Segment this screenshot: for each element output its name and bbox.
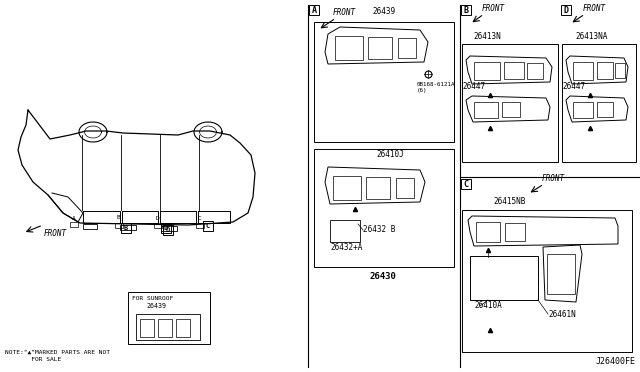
Polygon shape — [466, 96, 550, 122]
Text: FOR SUNROOF: FOR SUNROOF — [132, 296, 173, 301]
Bar — [398, 38, 416, 58]
Polygon shape — [325, 167, 425, 204]
Text: 26432+A: 26432+A — [330, 243, 362, 252]
Bar — [335, 36, 363, 60]
Polygon shape — [543, 245, 582, 302]
Bar — [573, 62, 593, 80]
Text: A: A — [72, 215, 76, 221]
Bar — [547, 254, 575, 294]
Text: D: D — [156, 215, 160, 221]
Bar — [136, 314, 200, 340]
Text: B: B — [463, 6, 468, 15]
Bar — [203, 221, 213, 231]
Bar — [462, 44, 558, 162]
Text: A: A — [312, 6, 317, 15]
Text: 0B168-6121A
(6): 0B168-6121A (6) — [417, 82, 456, 93]
Bar — [196, 223, 204, 228]
Bar — [70, 222, 78, 227]
Bar — [527, 63, 543, 79]
Bar — [470, 256, 538, 300]
Bar — [476, 222, 500, 242]
Text: D: D — [563, 6, 568, 15]
Text: FRONT: FRONT — [583, 4, 606, 13]
Bar — [83, 224, 97, 229]
Text: B: B — [124, 225, 128, 231]
Bar — [368, 37, 392, 59]
Bar — [333, 176, 361, 200]
Bar — [502, 102, 520, 117]
Bar — [562, 44, 636, 162]
Text: FRONT: FRONT — [542, 174, 565, 183]
Text: FRONT: FRONT — [44, 228, 67, 237]
Bar — [561, 5, 571, 15]
Bar — [462, 210, 632, 352]
Text: C: C — [206, 223, 210, 229]
Text: D: D — [166, 227, 170, 233]
Text: 26415NB: 26415NB — [493, 197, 525, 206]
Text: NOTE:"▲"MARKED PARTS ARE NOT
       FOR SALE: NOTE:"▲"MARKED PARTS ARE NOT FOR SALE — [5, 350, 110, 362]
Bar — [314, 149, 454, 267]
Text: 26430: 26430 — [369, 272, 396, 281]
Bar — [474, 62, 500, 80]
Polygon shape — [468, 216, 618, 246]
Bar — [474, 102, 498, 118]
Bar — [504, 62, 524, 79]
Polygon shape — [566, 96, 628, 122]
Text: 26439: 26439 — [372, 7, 395, 16]
Bar — [615, 63, 625, 78]
Text: D: D — [164, 225, 168, 231]
Bar — [158, 319, 172, 337]
Bar — [597, 102, 613, 117]
Polygon shape — [566, 56, 628, 84]
Text: 26410J: 26410J — [376, 150, 404, 159]
Bar — [396, 178, 414, 198]
Text: 26461N: 26461N — [548, 310, 576, 319]
Polygon shape — [466, 56, 552, 84]
Text: 26447: 26447 — [462, 82, 485, 91]
Text: FRONT: FRONT — [482, 4, 505, 13]
Bar — [505, 223, 525, 241]
Text: B: B — [116, 215, 120, 219]
Bar — [121, 223, 131, 233]
Bar — [120, 225, 136, 230]
Bar — [330, 220, 360, 242]
Text: 26432 B: 26432 B — [363, 225, 396, 234]
Bar — [176, 319, 190, 337]
Text: 26447: 26447 — [562, 82, 585, 91]
Bar — [573, 102, 593, 118]
Bar — [366, 177, 390, 199]
Bar — [461, 5, 471, 15]
Text: C: C — [198, 215, 202, 221]
Bar — [163, 225, 173, 235]
Polygon shape — [325, 27, 428, 64]
Text: 26410A: 26410A — [474, 301, 502, 310]
Bar — [314, 22, 454, 142]
Bar — [154, 223, 162, 228]
Bar — [128, 292, 210, 344]
Text: 26439: 26439 — [146, 303, 166, 309]
Text: J26400FE: J26400FE — [596, 357, 636, 366]
Bar — [309, 5, 319, 15]
Bar — [115, 223, 123, 228]
Bar — [140, 319, 154, 337]
Text: C: C — [463, 180, 468, 189]
Bar — [161, 223, 171, 233]
Bar — [161, 226, 177, 231]
Text: 26413N: 26413N — [473, 32, 501, 41]
Bar — [461, 179, 471, 189]
Bar — [597, 62, 613, 79]
Text: FRONT: FRONT — [333, 8, 356, 17]
Text: 26413NA: 26413NA — [576, 32, 608, 41]
